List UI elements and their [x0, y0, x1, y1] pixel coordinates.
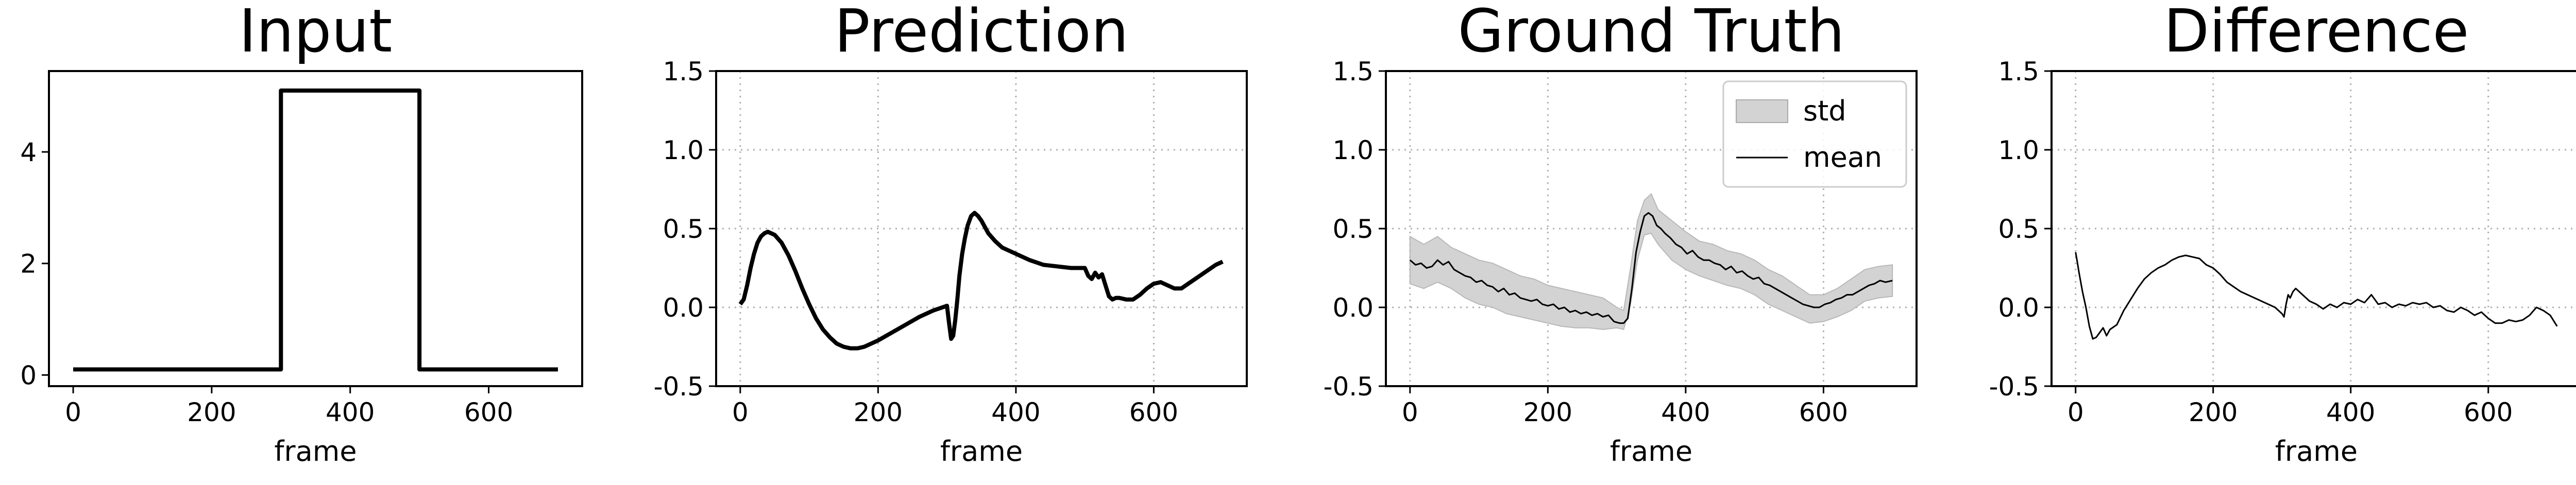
- chart-1-ytick-label-2: 0.5: [663, 214, 704, 244]
- chart-2-title: Ground Truth: [1458, 0, 1844, 66]
- chart-1-xlabel: frame: [940, 435, 1023, 467]
- chart-3-ytick-label-4: 1.5: [1998, 57, 2039, 86]
- chart-2-xtick-label-1: 200: [1523, 397, 1572, 427]
- chart-2-xtick-label-0: 0: [1402, 397, 1418, 427]
- chart-1-ytick-label-3: 1.0: [663, 135, 704, 165]
- chart-0-ytick-label-0: 0: [20, 360, 37, 390]
- chart-2-xtick-label-3: 600: [1799, 397, 1848, 427]
- chart-0-ytick-label-1: 2: [20, 249, 37, 279]
- chart-1-ytick-label-0: -0.5: [653, 372, 704, 402]
- panel-prediction: 0 200 400 600 -0.5 0.0 0.5 1.0 1.5 frame Predictio…: [653, 0, 1248, 467]
- chart-2-ytick-label-0: -0.5: [1323, 372, 1374, 402]
- panel-difference: 0 200 400 600 -0.5 0.0 0.5 1.0 1.5 frame Differenc…: [1989, 0, 2576, 467]
- chart-1-ytick-label-4: 1.5: [663, 57, 704, 86]
- chart-0-ytick-label-2: 4: [20, 137, 37, 167]
- chart-2-ytick-label-4: 1.5: [1332, 57, 1374, 86]
- chart-1-title: Prediction: [834, 0, 1128, 66]
- chart-3-xtick-label-2: 400: [2326, 397, 2375, 427]
- chart-2-ytick-label-2: 0.5: [1332, 214, 1374, 244]
- chart-0-xtick-label-3: 600: [464, 397, 513, 427]
- chart-1-xtick-label-2: 400: [991, 397, 1040, 427]
- chart-0-xtick-label-2: 400: [326, 397, 375, 427]
- chart-3-xtick-label-0: 0: [2067, 397, 2084, 427]
- chart-2-legend-swatch-0: [1736, 99, 1788, 123]
- chart-3-ytick-label-1: 0.0: [1998, 293, 2039, 323]
- panel-ground-truth: 0 200 400 600 -0.5 0.0 0.5 1.0 1.5 frame Ground Tr…: [1323, 0, 1918, 467]
- chart-0-xtick-label-0: 0: [65, 397, 81, 427]
- panel-input: 0 200 400 600 0 2 4 frame Input: [20, 0, 583, 467]
- chart-1-axes-frame: [715, 70, 1248, 387]
- chart-1-series-line-0: [738, 211, 1224, 351]
- chart-0-axes-frame: [48, 70, 583, 387]
- chart-1-xtick-label-0: 0: [732, 397, 749, 427]
- chart-3-series-line-0: [2075, 252, 2558, 340]
- chart-3-xtick-label-3: 600: [2464, 397, 2513, 427]
- chart-2-ytick-label-1: 0.0: [1332, 293, 1374, 323]
- chart-3-ytick-label-2: 0.5: [1998, 214, 2039, 244]
- chart-2-legend-label-1: mean: [1803, 141, 1882, 174]
- chart-2-legend-label-0: std: [1803, 95, 1846, 127]
- chart-2-series-line-0: [1409, 212, 1893, 324]
- chart-3-title: Difference: [2164, 0, 2469, 66]
- chart-0-series-line-0: [73, 88, 558, 372]
- chart-1-xtick-label-3: 600: [1129, 397, 1178, 427]
- chart-0-xlabel: frame: [274, 435, 357, 467]
- chart-3-ytick-label-0: -0.5: [1989, 372, 2039, 402]
- chart-2-std-band: [1409, 193, 1893, 331]
- chart-3-ytick-label-3: 1.0: [1998, 135, 2039, 165]
- chart-3-xtick-label-1: 200: [2189, 397, 2238, 427]
- chart-2-xtick-label-2: 400: [1661, 397, 1710, 427]
- chart-1-ytick-label-1: 0.0: [663, 293, 704, 323]
- chart-1-xtick-label-1: 200: [854, 397, 903, 427]
- chart-2-ytick-label-3: 1.0: [1332, 135, 1374, 165]
- chart-0-title: Input: [239, 0, 393, 66]
- chart-3-xlabel: frame: [2275, 435, 2358, 467]
- chart-0-xtick-label-1: 200: [187, 397, 236, 427]
- chart-2-xlabel: frame: [1610, 435, 1692, 467]
